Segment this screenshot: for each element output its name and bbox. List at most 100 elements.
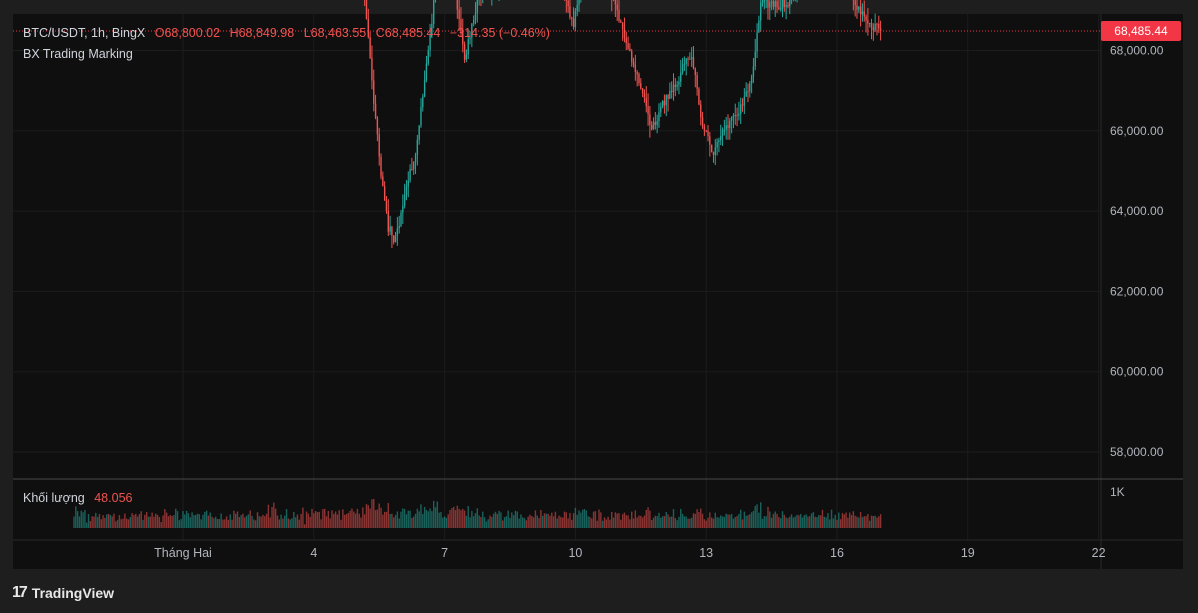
volume-bar <box>325 516 328 528</box>
volume-bar <box>507 510 509 528</box>
volume-bar <box>95 512 97 528</box>
volume-bar <box>518 518 520 528</box>
candle-body <box>734 115 736 117</box>
volume-bar <box>209 512 211 528</box>
volume-bar <box>282 518 284 528</box>
candle-body <box>749 83 751 92</box>
candle-body <box>769 2 771 8</box>
volume-bar <box>789 516 791 528</box>
candle-body <box>416 139 419 155</box>
volume-bar <box>878 516 880 528</box>
volume-bar <box>400 511 402 528</box>
volume-bar <box>102 515 104 528</box>
candle-body <box>752 66 755 77</box>
volume-bar <box>552 516 555 528</box>
candle-body <box>858 6 860 10</box>
volume-bar <box>216 519 219 528</box>
candle-body <box>878 23 880 29</box>
volume-bar <box>431 511 433 528</box>
volume-bar <box>118 515 121 528</box>
candle-body <box>620 20 622 23</box>
volume-bar <box>220 513 222 528</box>
volume-bar <box>345 514 348 528</box>
volume-bar <box>651 520 653 528</box>
candle-body <box>707 131 709 137</box>
volume-bar <box>311 508 313 528</box>
volume-bar <box>720 515 722 528</box>
volume-bar <box>164 509 166 528</box>
volume-label[interactable]: Khối lượng <box>23 491 85 505</box>
volume-bar <box>874 515 876 528</box>
candle-body <box>740 104 742 114</box>
volume-bar <box>643 515 646 528</box>
volume-bar <box>200 519 202 528</box>
volume-bar <box>258 516 260 528</box>
volume-bar <box>84 509 86 528</box>
candle-body <box>700 104 702 118</box>
volume-bar <box>549 515 551 528</box>
volume-bar <box>225 516 228 528</box>
volume-bar <box>373 498 375 528</box>
candle-body <box>425 63 428 80</box>
candle-body <box>634 64 637 73</box>
volume-bar <box>289 519 291 528</box>
volume-bar <box>296 514 299 528</box>
volume-bar <box>478 515 480 528</box>
volume-bar <box>422 514 424 528</box>
volume-bar <box>629 519 631 528</box>
footer-branding[interactable]: 17 TradingView <box>12 583 114 603</box>
volume-bar <box>514 510 517 528</box>
time-axis[interactable]: Tháng Hai 4 7 10 13 16 19 22 <box>154 546 1105 560</box>
indicator-label[interactable]: BX Trading Marking <box>23 47 133 61</box>
volume-bar <box>714 512 716 528</box>
volume-bar <box>362 507 364 528</box>
volume-bar <box>852 511 855 528</box>
candle-body <box>374 103 377 118</box>
volume-bar <box>227 519 230 528</box>
volume-bar <box>707 517 709 528</box>
volume-bar <box>879 514 882 528</box>
candle-body <box>879 28 882 32</box>
volume-bar <box>280 514 282 528</box>
volume-bar <box>354 513 357 528</box>
volume-bar <box>136 516 139 528</box>
last-price-tag: 68,485.44 <box>1101 21 1181 42</box>
volume-bar <box>680 508 682 528</box>
volume-bar <box>131 513 133 528</box>
candle-body <box>371 57 373 81</box>
candle-body <box>569 6 571 18</box>
volume-bar <box>523 518 526 528</box>
candle-body <box>705 130 707 132</box>
volume-bar <box>569 513 571 528</box>
candle-body <box>681 64 684 73</box>
candle-body <box>460 19 462 31</box>
volume-bar <box>465 515 468 528</box>
volume-bar <box>471 510 473 528</box>
volume-bar <box>276 515 279 528</box>
volume-bar <box>125 518 128 528</box>
volume-bar <box>511 512 513 528</box>
volume-bar <box>458 508 460 528</box>
candle-body <box>383 186 386 201</box>
candle-body <box>789 0 791 7</box>
volume-bar <box>683 516 686 528</box>
volume-bar <box>338 510 340 528</box>
price-axis[interactable]: 78,000.0076,000.0074,000.0072,000.0070,0… <box>1110 0 1164 460</box>
volume-bar <box>498 510 500 528</box>
volume-bar <box>743 511 746 528</box>
volume-bar <box>369 508 371 528</box>
volume-bar <box>173 515 175 528</box>
volume-bar <box>578 510 580 528</box>
volume-bar <box>776 513 778 528</box>
volume-bar <box>836 519 838 528</box>
candle-body <box>418 125 420 140</box>
candle-body <box>758 20 760 33</box>
time-tick-label: 19 <box>961 546 975 560</box>
candle-body <box>391 226 393 236</box>
candle-body <box>698 88 700 105</box>
volume-bar <box>149 516 151 528</box>
symbol-label[interactable]: BTC/USDT, 1h, BingX <box>23 26 146 40</box>
volume-bar <box>727 514 729 528</box>
volume-bar <box>809 516 811 528</box>
